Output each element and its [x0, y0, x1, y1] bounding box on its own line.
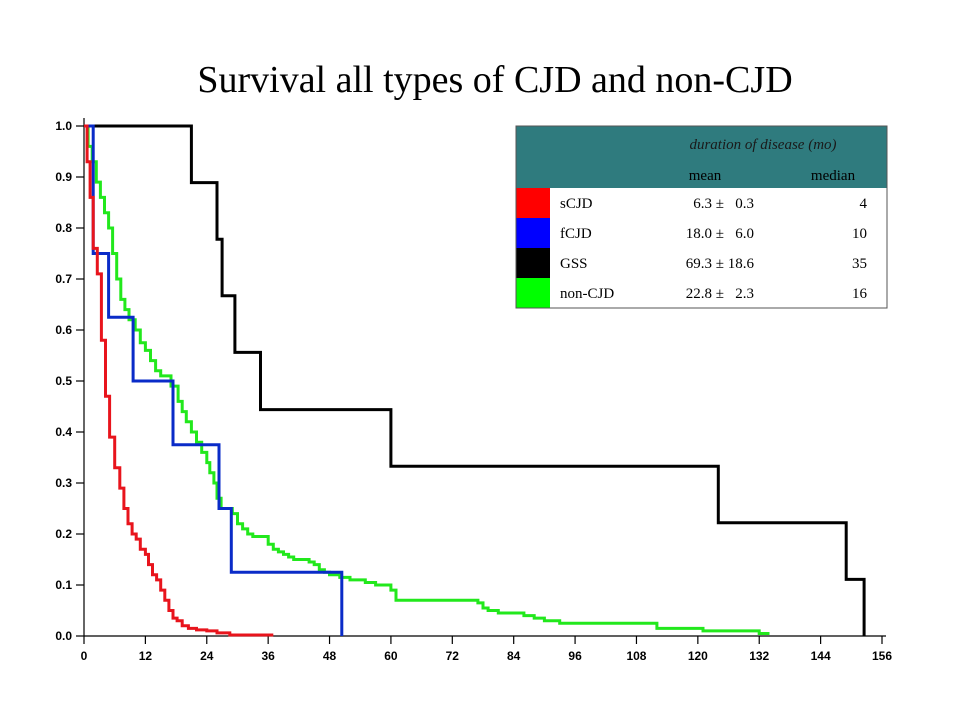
axes: 0.0 0.1 0.2 0.3 0.4 0.5 0.6 0.7 0.8 0.9 1.0 0 12 24 36… [55, 118, 892, 663]
table-median-value: 16 [852, 286, 868, 302]
legend-label: sCJD [560, 196, 593, 212]
table-row-bg [516, 248, 887, 278]
table-row-bg [516, 188, 887, 218]
y-tick-label: 0.0 [55, 629, 72, 643]
series-line-gss [84, 124, 866, 636]
table-header-bg [516, 126, 887, 188]
legend-label: fCJD [560, 226, 592, 242]
table-row-bg [516, 218, 887, 248]
y-tick-label: 1.0 [55, 119, 72, 133]
x-tick-label: 120 [688, 649, 708, 663]
legend-label: GSS [560, 256, 588, 272]
x-tick-label: 108 [626, 649, 646, 663]
legend-label: non-CJD [560, 286, 614, 302]
table-mean-value: 6.3 ± 0.3 [693, 196, 754, 212]
table-col-mean: mean [689, 168, 722, 184]
table-median-value: 10 [852, 226, 867, 242]
x-tick-label: 24 [200, 649, 214, 663]
table-mean-value: 22.8 ± 2.3 [686, 286, 754, 302]
table-mean-value: 18.0 ± 6.0 [686, 226, 754, 242]
y-tick-label: 0.8 [55, 221, 72, 235]
y-tick-label: 0.1 [55, 578, 72, 592]
table-median-value: 4 [860, 196, 868, 212]
summary-table: duration of disease (mo) mean median sCJD 6.… [515, 125, 888, 309]
series-layer [84, 124, 866, 637]
table-header-title: duration of disease (mo) [689, 137, 836, 153]
x-tick-label: 144 [811, 649, 831, 663]
legend-swatch-scjd [516, 188, 550, 218]
table-median-value: 35 [852, 256, 867, 272]
series-line-non-cjd [84, 124, 770, 635]
table-col-median: median [811, 168, 856, 184]
chart-title: Survival all types of CJD and non-CJD [197, 59, 793, 101]
x-tick-label: 96 [568, 649, 582, 663]
table-mean-value: 69.3 ± 18.6 [686, 256, 755, 272]
x-tick-label: 12 [139, 649, 153, 663]
y-tick-label: 0.9 [55, 170, 72, 184]
x-tick-label: 36 [261, 649, 275, 663]
x-tick-label: 84 [507, 649, 521, 663]
x-tick-label: 156 [872, 649, 892, 663]
legend-swatch-non-cjd [516, 278, 550, 308]
y-tick-label: 0.5 [55, 374, 72, 388]
y-tick-label: 0.7 [55, 272, 72, 286]
y-tick-label: 0.3 [55, 476, 72, 490]
y-tick-label: 0.6 [55, 323, 72, 337]
y-tick-label: 0.4 [55, 425, 72, 439]
x-tick-label: 0 [81, 649, 88, 663]
legend-swatch-gss [516, 248, 550, 278]
y-tick-label: 0.2 [55, 527, 72, 541]
legend-swatch-fcjd [516, 218, 550, 248]
x-tick-label: 60 [384, 649, 398, 663]
x-tick-label: 72 [446, 649, 460, 663]
table-border [515, 125, 888, 309]
table-row-bg [516, 278, 887, 308]
series-line-scjd [84, 124, 274, 637]
x-tick-label: 48 [323, 649, 337, 663]
x-tick-label: 132 [749, 649, 769, 663]
